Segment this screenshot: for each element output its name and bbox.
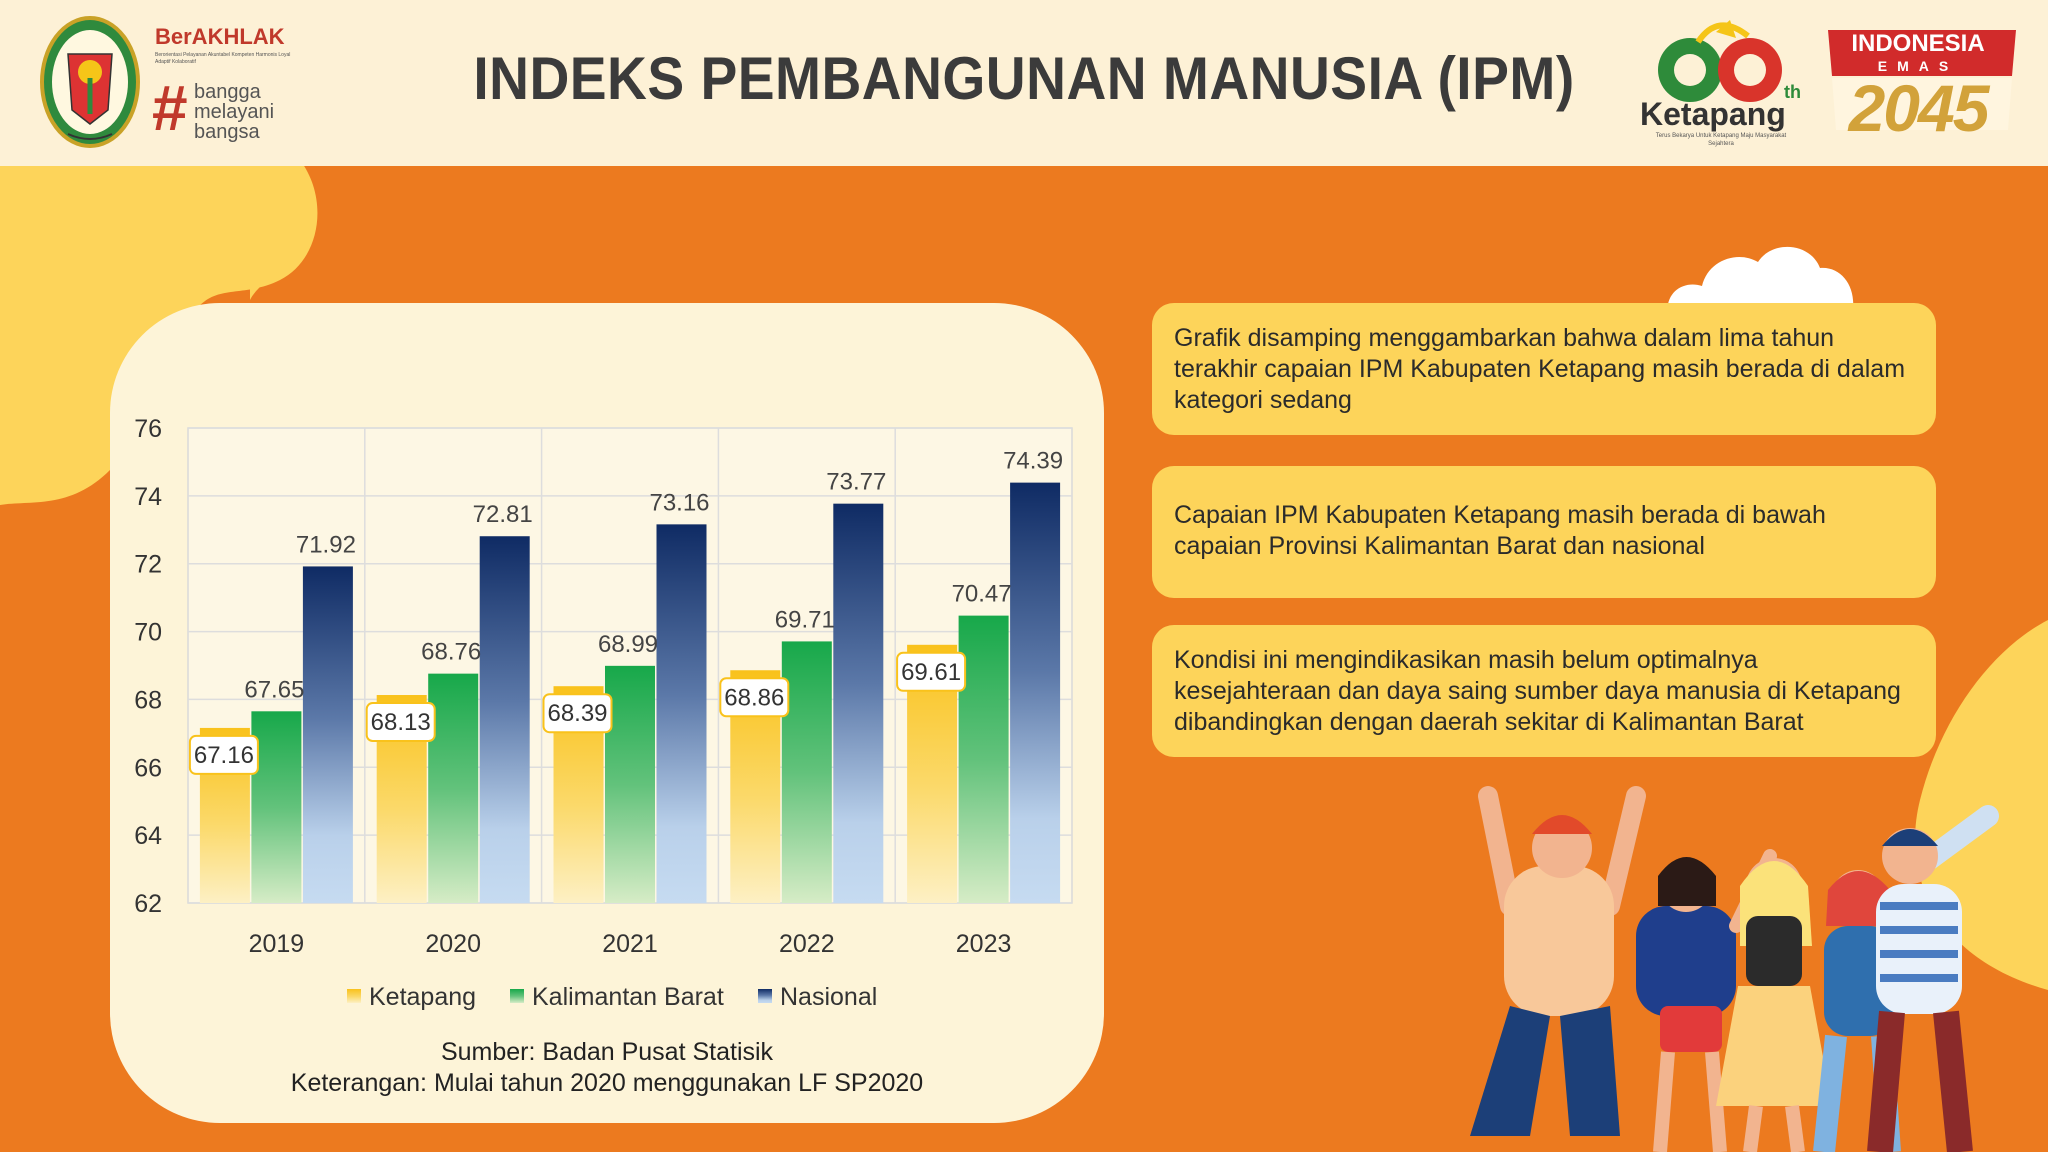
chart-axes: 62 64 66 68 70 72 74 76 2019 2020 2021 2022 2023	[134, 415, 1011, 958]
data-label: 72.81	[473, 501, 533, 528]
note-line: Keterangan: Mulai tahun 2020 menggunakan…	[290, 1069, 924, 1097]
data-label: 71.92	[296, 531, 356, 558]
data-label: 68.76	[421, 639, 481, 666]
emas-year: 2045	[1848, 71, 1990, 145]
bar-kalimantan-barat	[251, 711, 302, 903]
anniversary-word: Ketapang	[1640, 96, 1786, 132]
berakhlak-subtitle: Berorientasi Pelayanan Akuntabel Kompete…	[155, 52, 291, 65]
data-label: 74.39	[1003, 448, 1063, 475]
bar-nasional	[302, 566, 353, 903]
tagline-line: bangsa	[194, 121, 260, 143]
y-tick-label: 68	[134, 686, 162, 714]
data-label: 73.77	[826, 469, 886, 496]
data-label: 73.16	[649, 489, 709, 516]
y-tick-label: 74	[134, 483, 162, 511]
legend-label: Ketapang	[369, 983, 476, 1011]
data-label-box	[188, 734, 259, 775]
data-label-box	[365, 702, 436, 743]
data-label: 67.16	[194, 742, 254, 769]
y-tick-label: 70	[134, 619, 162, 647]
berakhlak-logo: BerAKHLAK	[155, 24, 285, 49]
anniversary-logo-icon	[1658, 20, 1782, 102]
tagline-line: melayani	[194, 101, 275, 123]
data-label-box	[896, 651, 967, 692]
x-tick-label: 2023	[956, 930, 1012, 958]
y-tick-label: 76	[134, 415, 162, 443]
cloud-icon	[1667, 246, 1854, 316]
legend-swatch	[510, 989, 524, 1003]
bar-kalimantan-barat	[781, 641, 832, 903]
y-tick-label: 62	[134, 890, 162, 918]
x-tick-label: 2022	[779, 930, 835, 958]
y-tick-label: 66	[134, 754, 162, 782]
info-box-comparison: Capaian IPM Kabupaten Ketapang masih ber…	[1152, 466, 1936, 598]
page-title: INDEKS PEMBANGUNAN MANUSIA (IPM)	[473, 45, 1575, 112]
y-tick-label: 64	[134, 822, 162, 850]
celebrating-people-illustration	[1470, 786, 1999, 1152]
source-line: Sumber: Badan Pusat Statisik	[440, 1038, 774, 1066]
bar-nasional	[479, 536, 530, 903]
data-label: 67.65	[244, 676, 304, 703]
data-label: 69.61	[901, 659, 961, 686]
chart-labels: 67.16 67.65 71.92 68.13 68.76 72.81 68.39 68.99…	[188, 448, 1063, 775]
hashtag-icon: #	[152, 72, 188, 144]
y-tick-label: 72	[134, 551, 162, 579]
anniversary-subtitle: Terus Bekarya Untuk Ketapang Maju Masyar…	[1655, 133, 1787, 147]
info-box-implication: Kondisi ini mengindikasikan masih belum …	[1152, 625, 1936, 757]
bar-nasional	[833, 503, 884, 903]
legend-label: Nasional	[780, 983, 877, 1011]
chart-legend: Ketapang Kalimantan Barat Nasional	[347, 983, 877, 1011]
bar-kalimantan-barat	[428, 673, 479, 903]
indonesia-emas-logo-icon	[1828, 30, 2016, 130]
legend-swatch	[758, 989, 772, 1003]
data-label: 70.47	[952, 581, 1012, 608]
bar-nasional	[1010, 482, 1061, 903]
bar-kalimantan-barat	[958, 615, 1009, 903]
chart-source: Sumber: Badan Pusat Statisik Keterangan:…	[110, 1037, 1104, 1099]
tagline: bangga melayani bangsa	[194, 82, 324, 142]
emas-word: EMAS	[1877, 58, 1959, 74]
x-tick-label: 2021	[602, 930, 658, 958]
bar-kalimantan-barat	[605, 665, 655, 903]
info-box-trend: Grafik disamping menggambarkan bahwa dal…	[1152, 303, 1936, 435]
tagline-line: bangga	[194, 81, 261, 103]
data-label-box	[719, 677, 790, 718]
legend-swatch	[347, 989, 361, 1003]
data-label: 68.86	[724, 684, 784, 711]
data-label: 69.71	[775, 606, 835, 633]
data-label: 68.99	[598, 631, 658, 658]
data-label: 68.13	[371, 709, 431, 736]
anniversary-suffix: th	[1784, 82, 1801, 102]
x-tick-label: 2019	[249, 930, 305, 958]
data-label-box	[542, 693, 613, 734]
x-tick-label: 2020	[425, 930, 481, 958]
emas-title: INDONESIA	[1851, 30, 1985, 57]
data-label: 68.39	[547, 700, 607, 727]
legend-label: Kalimantan Barat	[532, 983, 724, 1011]
regional-emblem-icon	[40, 16, 140, 148]
bar-nasional	[656, 524, 707, 903]
ipm-bar-chart: 67.16 67.65 71.92 68.13 68.76 72.81 68.39 68.99…	[134, 415, 1073, 1011]
